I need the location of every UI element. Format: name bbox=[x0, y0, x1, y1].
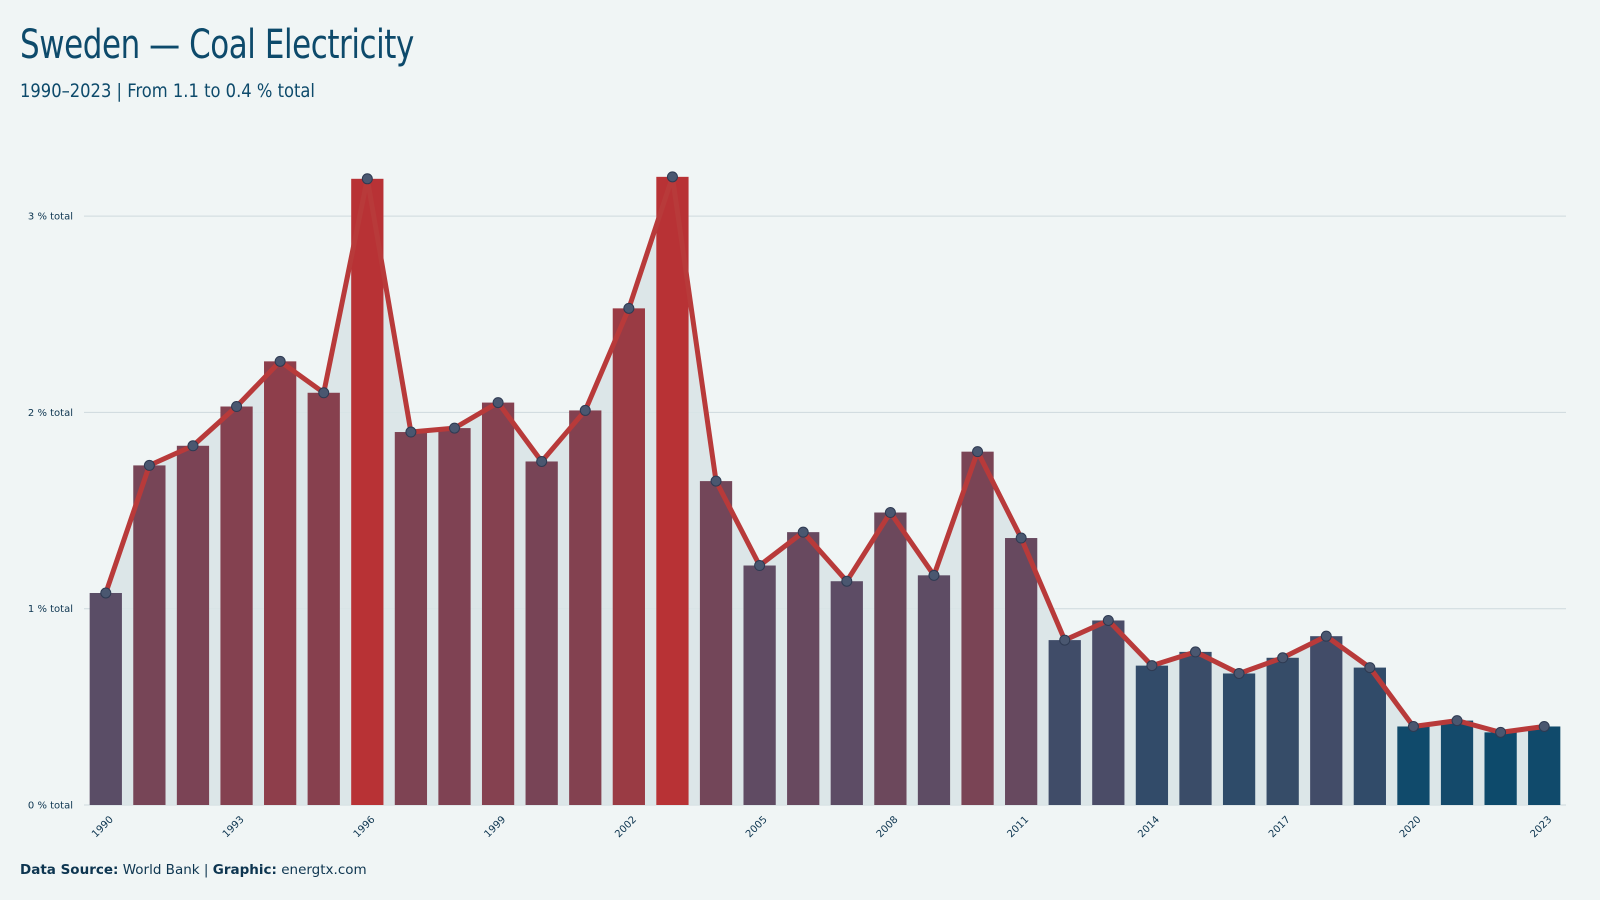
marker-1998 bbox=[449, 422, 460, 434]
bar-2023 bbox=[1528, 726, 1561, 805]
bar-1995 bbox=[307, 392, 340, 805]
bar-1992 bbox=[176, 445, 210, 805]
bar-1999 bbox=[481, 402, 515, 805]
x-tick-label: 1990 bbox=[90, 814, 116, 840]
source-label: Data Source: bbox=[20, 862, 119, 878]
chart-title: Sweden — Coal Electricity bbox=[20, 22, 414, 68]
source-value: World Bank bbox=[122, 862, 200, 878]
marker-2007 bbox=[841, 575, 853, 587]
marker-2021 bbox=[1451, 715, 1463, 727]
marker-2013 bbox=[1102, 614, 1114, 626]
marker-1996 bbox=[361, 173, 373, 185]
bar-2007 bbox=[830, 581, 863, 805]
marker-1991 bbox=[143, 459, 155, 471]
y-tick-label: 2 % total bbox=[28, 408, 73, 419]
marker-2002 bbox=[623, 302, 635, 314]
bar-2009 bbox=[917, 575, 951, 805]
x-tick-label: 2023 bbox=[1529, 814, 1555, 840]
bar-2022 bbox=[1484, 732, 1517, 805]
marker-2022 bbox=[1495, 726, 1507, 738]
bar-2015 bbox=[1179, 651, 1212, 805]
bar-1994 bbox=[264, 361, 297, 805]
graphic-value: energtx.com bbox=[281, 862, 367, 878]
marker-2001 bbox=[579, 404, 591, 416]
x-tick-labels: 1990 1993 1996 1999 2002 2005 2008 2011 2014 2017… bbox=[90, 814, 1554, 840]
marker-2019 bbox=[1364, 662, 1376, 674]
chart-footer: Data Source: World Bank | Graphic: energ… bbox=[20, 862, 367, 878]
x-tick-label: 2005 bbox=[744, 814, 770, 840]
marker-2003 bbox=[666, 171, 678, 183]
bar-2000 bbox=[525, 461, 558, 805]
chart-subtitle: 1990–2023 | From 1.1 to 0.4 % total bbox=[20, 80, 315, 102]
footer-separator: | bbox=[203, 862, 209, 878]
marker-1993 bbox=[231, 401, 243, 413]
marker-2006 bbox=[797, 526, 809, 538]
x-tick-label: 2011 bbox=[1005, 814, 1031, 840]
bar-2003 bbox=[656, 176, 689, 806]
x-tick-label: 2002 bbox=[613, 814, 639, 840]
x-tick-label: 2020 bbox=[1398, 814, 1424, 840]
marker-1992 bbox=[187, 440, 199, 452]
bar-2013 bbox=[1092, 620, 1125, 805]
bar-2020 bbox=[1397, 726, 1430, 805]
marker-2008 bbox=[884, 507, 896, 519]
marker-1994 bbox=[274, 355, 286, 367]
marker-1995 bbox=[318, 387, 330, 399]
marker-2012 bbox=[1059, 634, 1071, 646]
marker-2015 bbox=[1190, 646, 1201, 658]
bar-2002 bbox=[612, 308, 645, 805]
x-tick-label: 2017 bbox=[1267, 814, 1293, 840]
marker-1999 bbox=[492, 397, 504, 409]
bar-1998 bbox=[438, 428, 471, 805]
marker-2004 bbox=[710, 475, 722, 487]
bar-2018 bbox=[1310, 636, 1343, 805]
x-tick-label: 1999 bbox=[482, 814, 508, 840]
marker-2016 bbox=[1233, 667, 1245, 679]
bar-2019 bbox=[1353, 667, 1386, 805]
x-tick-label: 2014 bbox=[1136, 814, 1162, 840]
marker-1997 bbox=[405, 426, 417, 438]
marker-2005 bbox=[754, 560, 766, 572]
bar-2021 bbox=[1440, 720, 1474, 805]
graphic-label: Graphic: bbox=[212, 862, 277, 878]
bars bbox=[89, 176, 1561, 806]
y-tick-label: 3 % total bbox=[28, 212, 73, 223]
y-tick-label: 0 % total bbox=[28, 801, 73, 812]
bar-2005 bbox=[743, 565, 776, 805]
marker-1990 bbox=[100, 587, 112, 599]
marker-2018 bbox=[1320, 630, 1332, 642]
bar-2008 bbox=[874, 512, 907, 805]
markers bbox=[100, 171, 1550, 738]
bar-1993 bbox=[220, 406, 253, 805]
marker-2020 bbox=[1407, 720, 1419, 732]
marker-2017 bbox=[1277, 652, 1289, 664]
bar-2010 bbox=[961, 451, 994, 805]
bar-1997 bbox=[394, 432, 428, 805]
bar-2006 bbox=[787, 532, 820, 805]
bar-1991 bbox=[133, 465, 166, 805]
marker-2010 bbox=[972, 446, 984, 458]
x-tick-label: 2008 bbox=[875, 814, 901, 840]
x-tick-label: 1993 bbox=[221, 814, 247, 840]
bar-2001 bbox=[569, 410, 602, 805]
bar-2014 bbox=[1135, 665, 1169, 805]
y-tick-labels: 0 % total 1 % total 2 % total 3 % total bbox=[28, 212, 73, 812]
bar-1996 bbox=[351, 178, 384, 806]
y-tick-label: 1 % total bbox=[28, 604, 73, 615]
bar-1990 bbox=[89, 592, 122, 805]
bar-2004 bbox=[699, 481, 733, 805]
bar-2017 bbox=[1266, 657, 1299, 805]
marker-2014 bbox=[1146, 660, 1158, 672]
bar-2012 bbox=[1048, 640, 1081, 805]
trend-line bbox=[103, 174, 1547, 735]
marker-2011 bbox=[1015, 532, 1027, 544]
bar-2011 bbox=[1005, 538, 1038, 805]
marker-2023 bbox=[1538, 720, 1550, 732]
bar-2016 bbox=[1222, 673, 1256, 805]
marker-2000 bbox=[536, 455, 548, 467]
x-tick-label: 1996 bbox=[352, 814, 378, 840]
marker-2009 bbox=[928, 569, 940, 581]
